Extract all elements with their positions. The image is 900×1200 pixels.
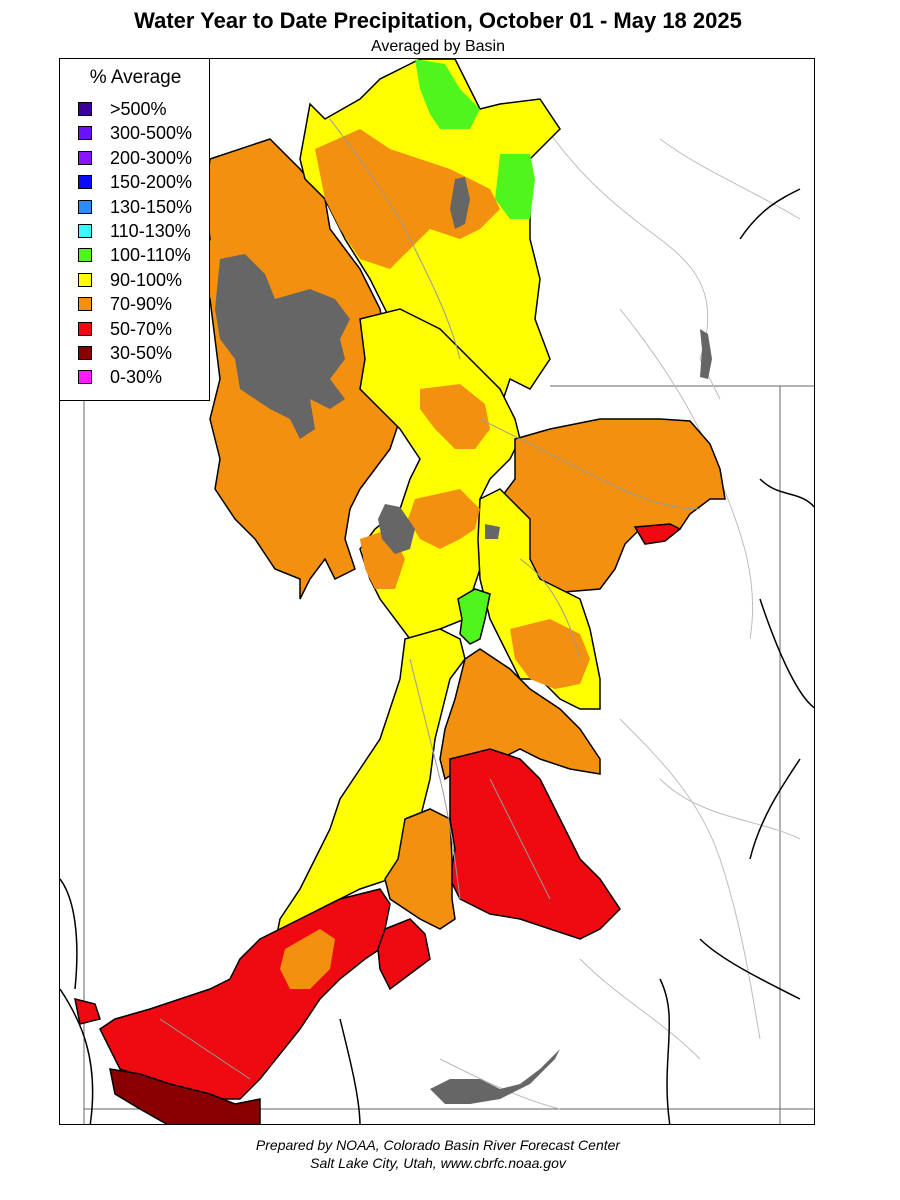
legend-swatch xyxy=(78,321,92,336)
river-line xyxy=(659,778,801,840)
basin-map-svg xyxy=(60,59,814,1124)
basin-virgin-red xyxy=(99,888,391,1100)
bear-orange-core xyxy=(315,129,500,269)
footer-line-1: Prepared by NOAA, Colorado Basin River F… xyxy=(255,1137,621,1153)
legend-swatch xyxy=(78,297,92,312)
outer-boundary xyxy=(759,598,814,709)
outer-boundary xyxy=(60,878,78,990)
footer-credit: Prepared by NOAA, Colorado Basin River F… xyxy=(0,1136,876,1172)
outer-boundary xyxy=(759,478,814,509)
legend-swatch xyxy=(78,175,92,190)
utah-lake xyxy=(378,504,415,554)
legend-label: 30-50% xyxy=(110,343,173,363)
great-salt-lake xyxy=(215,254,350,439)
river-line xyxy=(539,118,709,360)
river-line xyxy=(409,658,461,900)
basin-paria-red xyxy=(377,918,431,991)
map-subtitle: Averaged by Basin xyxy=(370,38,505,55)
legend-swatch xyxy=(78,126,92,141)
river-line xyxy=(619,718,761,1040)
legend-label: 90-100% xyxy=(110,269,183,290)
no-data-areas xyxy=(215,177,712,1104)
outer-boundary xyxy=(659,978,671,1124)
outer-basin-boundaries xyxy=(60,188,814,1124)
river-line xyxy=(329,118,461,360)
inner-detail xyxy=(280,59,590,989)
legend-swatch xyxy=(78,102,92,116)
central-orange-patch xyxy=(420,384,490,449)
legend-swatch xyxy=(78,370,92,385)
outer-boundary xyxy=(60,988,94,1124)
legend-label: 70-90% xyxy=(110,294,173,315)
lake-powell xyxy=(430,1049,560,1104)
strawberry-orange-patch xyxy=(510,619,590,689)
legend-label: 50-70% xyxy=(110,318,173,339)
utah-orange-patch xyxy=(408,489,480,549)
south-orange-patch xyxy=(280,929,335,989)
basin-red-west-tip xyxy=(74,997,101,1025)
legend-swatch xyxy=(78,224,92,238)
river-line xyxy=(519,558,581,660)
basin-lower-virgin-darkred xyxy=(109,1068,261,1124)
legend-label: 0-30% xyxy=(110,367,163,388)
precipitation-map xyxy=(59,58,815,1125)
strawberry-reservoir xyxy=(485,524,500,539)
flaming-gorge xyxy=(700,329,712,379)
legend-label: 150-200% xyxy=(110,172,193,193)
basin-rivers xyxy=(159,118,701,1080)
outer-boundary xyxy=(749,758,801,860)
river-line xyxy=(489,778,551,900)
basin-escalante-orange xyxy=(384,808,456,930)
footer-line-2: Salt Lake City, Utah, www.cbrfc.noaa.gov xyxy=(310,1155,566,1171)
legend-swatch xyxy=(78,272,92,287)
legend: % Average >500% 300-500% 200-300% 150-200% 1… xyxy=(59,58,210,401)
outer-boundary xyxy=(339,1018,361,1124)
legend-swatch xyxy=(78,150,92,165)
legend-label: 100-110% xyxy=(110,245,191,266)
river-line xyxy=(579,958,701,1060)
bear-green-east xyxy=(495,154,535,219)
legend-label: >500% xyxy=(110,99,167,119)
legend-swatch xyxy=(78,199,92,214)
legend-label: 130-150% xyxy=(110,196,193,217)
legend-label: 200-300% xyxy=(110,147,193,168)
legend-label: 110-130% xyxy=(110,221,191,241)
basin-green-strip xyxy=(457,588,491,645)
legend-swatch xyxy=(78,248,92,263)
river-line xyxy=(439,1058,561,1110)
bear-lake xyxy=(450,177,470,229)
legend-label: 300-500% xyxy=(110,123,193,144)
legend-title: % Average xyxy=(89,67,182,88)
bear-green-north xyxy=(415,59,480,129)
basin-small-red-east xyxy=(633,523,682,545)
basin-sevier-orange xyxy=(439,648,601,781)
outer-boundary xyxy=(699,938,801,1000)
river-line xyxy=(159,1018,251,1080)
river-line xyxy=(479,418,701,510)
river-line xyxy=(659,138,801,220)
map-title: Water Year to Date Precipitation, Octobe… xyxy=(134,8,742,33)
basin-dirty-devil-red xyxy=(449,748,621,940)
outer-boundary xyxy=(739,188,801,240)
legend-swatch xyxy=(78,346,92,360)
